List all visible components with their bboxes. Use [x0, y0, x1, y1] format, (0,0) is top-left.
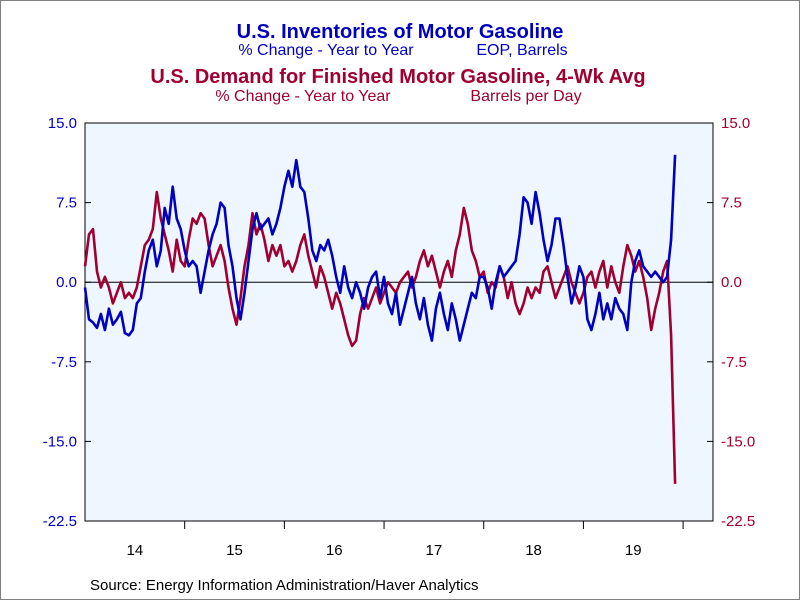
subtitle-demand-left: % Change - Year to Year: [215, 88, 391, 105]
y-tick-left-label: -7.5: [51, 354, 77, 371]
x-tick-label: 16: [326, 542, 343, 559]
y-tick-right-label: 15.0: [721, 115, 750, 132]
subtitle-demand-right: Barrels per Day: [470, 88, 581, 105]
y-tick-right-label: -22.5: [721, 513, 755, 530]
x-tick-label: 14: [126, 542, 143, 559]
x-tick-label: 17: [426, 542, 443, 559]
y-tick-left-label: 15.0: [48, 115, 77, 132]
y-tick-right-label: 0.0: [721, 274, 742, 291]
subtitle-inventories-left: % Change - Year to Year: [238, 42, 414, 59]
y-tick-left-label: -22.5: [43, 513, 77, 530]
y-tick-right-label: -7.5: [721, 354, 747, 371]
x-tick-label: 18: [525, 542, 542, 559]
y-tick-right-label: -15.0: [721, 433, 755, 450]
y-tick-left-label: -15.0: [43, 433, 77, 450]
title-inventories: U.S. Inventories of Motor Gasoline: [237, 21, 564, 43]
y-tick-right-label: 7.5: [721, 195, 742, 212]
source-note: Source: Energy Information Administratio…: [90, 577, 479, 594]
title-demand: U.S. Demand for Finished Motor Gasoline,…: [150, 66, 645, 88]
subtitle-inventories-right: EOP, Barrels: [476, 42, 567, 59]
x-tick-label: 19: [625, 542, 642, 559]
x-tick-label: 15: [226, 542, 243, 559]
y-tick-left-label: 7.5: [56, 195, 77, 212]
y-tick-left-label: 0.0: [56, 274, 77, 291]
series-line-demand: [83, 190, 677, 484]
series-line-inventories: [83, 154, 677, 342]
